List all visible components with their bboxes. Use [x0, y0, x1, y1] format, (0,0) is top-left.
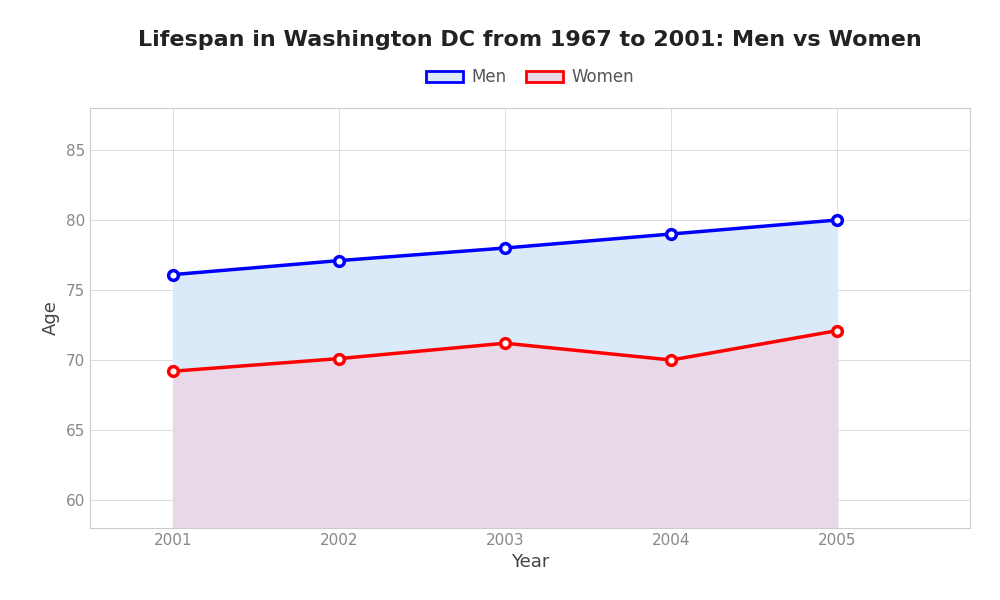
X-axis label: Year: Year [511, 553, 549, 571]
Y-axis label: Age: Age [42, 301, 60, 335]
Legend: Men, Women: Men, Women [419, 62, 641, 93]
Title: Lifespan in Washington DC from 1967 to 2001: Men vs Women: Lifespan in Washington DC from 1967 to 2… [138, 29, 922, 49]
